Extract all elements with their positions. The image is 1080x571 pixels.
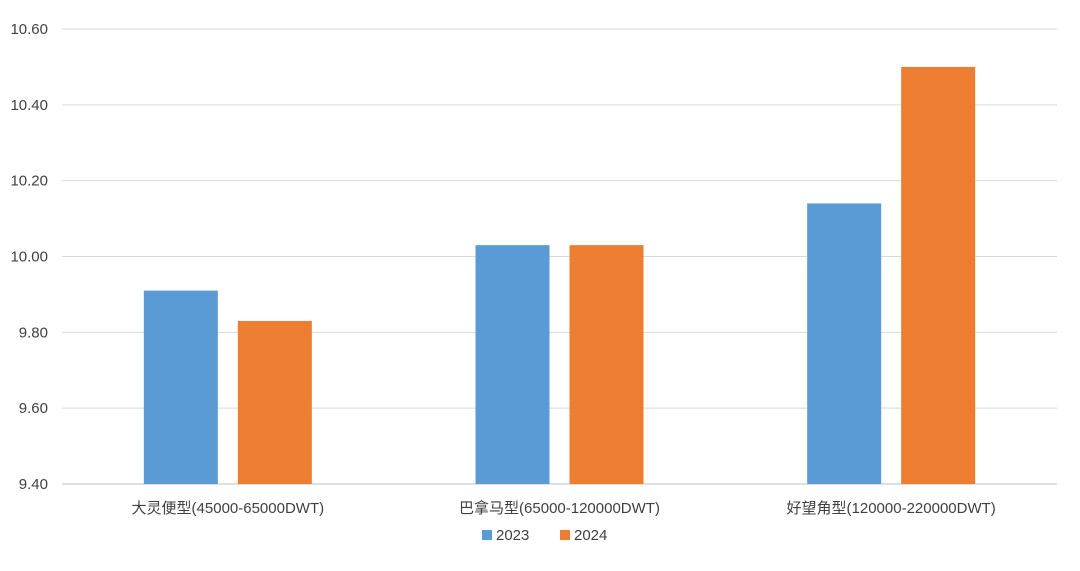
bar-2023-2 bbox=[807, 203, 882, 484]
legend: 2023 2024 bbox=[482, 527, 607, 544]
bar-2024-2 bbox=[901, 66, 976, 485]
x-category-label: 好望角型(120000-220000DWT) bbox=[787, 500, 996, 517]
bar-2024-0 bbox=[237, 320, 312, 484]
legend-swatch-2024 bbox=[560, 530, 570, 540]
gridlines bbox=[62, 28, 1057, 485]
y-tick-label: 10.00 bbox=[10, 249, 48, 266]
y-tick-label: 9.40 bbox=[19, 476, 48, 493]
bar-2024-1 bbox=[569, 245, 644, 484]
y-tick-label: 9.60 bbox=[19, 400, 48, 417]
y-axis-tick-labels: 9.40 9.60 9.80 10.00 10.20 10.40 10.60 bbox=[10, 21, 48, 493]
y-tick-label: 10.40 bbox=[10, 97, 48, 114]
bar-2023-0 bbox=[143, 290, 218, 484]
bars bbox=[143, 66, 976, 485]
x-category-label: 巴拿马型(65000-120000DWT) bbox=[459, 499, 660, 517]
bar-2023-1 bbox=[475, 245, 550, 484]
legend-label-2024: 2024 bbox=[574, 527, 607, 544]
y-tick-label: 10.20 bbox=[10, 173, 48, 190]
x-category-label: 大灵便型(45000-65000DWT) bbox=[132, 500, 325, 517]
y-tick-label: 9.80 bbox=[19, 324, 48, 341]
x-axis-category-labels: 大灵便型(45000-65000DWT) 巴拿马型(65000-120000DWT… bbox=[132, 499, 996, 517]
legend-label-2023: 2023 bbox=[496, 527, 529, 544]
y-tick-label: 10.60 bbox=[10, 21, 48, 38]
legend-swatch-2023 bbox=[482, 530, 492, 540]
